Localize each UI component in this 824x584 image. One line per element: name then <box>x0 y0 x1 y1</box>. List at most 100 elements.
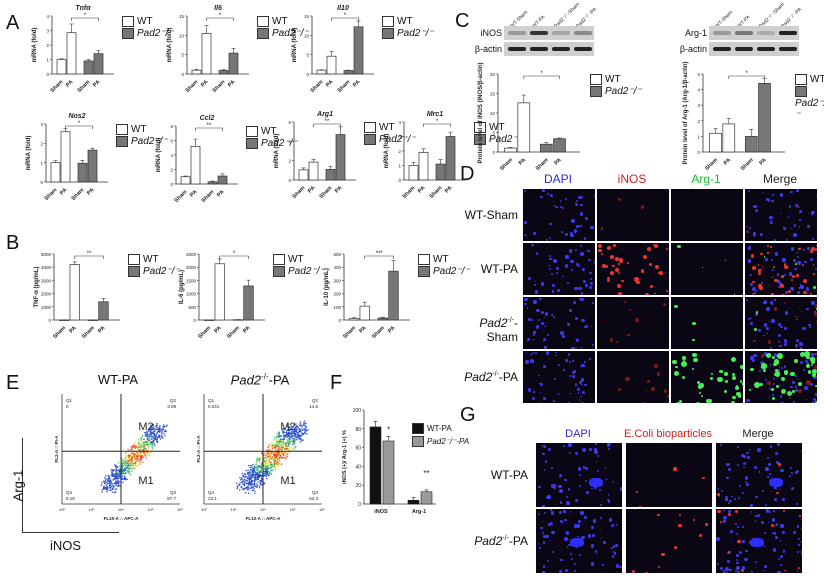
qpcr-chart-arg1: Arg1 0 2 4 6 mRNA (fold) Sham PA Sham PA ** <box>270 108 362 205</box>
svg-text:9.18: 9.18 <box>66 496 75 501</box>
ko-swatch <box>246 138 258 150</box>
legend-ko: Pad2⁻/⁻ <box>397 28 434 40</box>
svg-text:2000: 2000 <box>186 265 197 270</box>
svg-text:2: 2 <box>288 159 291 164</box>
svg-text:PA: PA <box>213 325 222 334</box>
flow-plot-title: WT-PA <box>97 372 139 387</box>
legend: WT Pad2⁻/⁻ <box>382 16 434 40</box>
percentage-bar-chart: 0 20 40 60 80 100 iNOS (+)/ Arg-1 (+) % iNOS * Ar… <box>336 406 466 521</box>
svg-text:Q4: Q4 <box>208 490 215 495</box>
svg-text:FL10-A :: APC-A: FL10-A :: APC-A <box>104 516 139 521</box>
wt-swatch <box>128 254 140 265</box>
qpcr-chart-tnfα: Tnfα 0 1 2 3 4 mRNA (fold) Sham PA Sham PA * <box>28 2 120 99</box>
svg-text:Il10: Il10 <box>337 5 349 12</box>
legend-ko: Pad2⁻/⁻ <box>489 134 526 146</box>
svg-text:6: 6 <box>170 139 173 144</box>
wt-swatch <box>122 16 134 27</box>
if-image-tile <box>744 296 818 350</box>
legend-wt: WT <box>433 254 449 266</box>
blot-strip <box>709 42 799 56</box>
legend-ko: Pad2⁻/⁻ <box>137 28 174 40</box>
svg-text:Ccl2: Ccl2 <box>200 115 215 122</box>
svg-text:Sham: Sham <box>174 189 189 204</box>
svg-text:PA: PA <box>59 187 68 196</box>
svg-text:PA: PA <box>444 185 453 194</box>
svg-text:2: 2 <box>40 141 43 146</box>
svg-text:Sham: Sham <box>50 79 65 94</box>
svg-text:PA: PA <box>325 79 334 88</box>
panel-letter-b: B <box>6 232 20 254</box>
legend-wt: WT <box>143 254 159 266</box>
ko-swatch <box>273 266 285 278</box>
ko-swatch <box>122 28 134 40</box>
legend-wt: WT <box>397 16 413 28</box>
svg-text:*: * <box>436 119 439 125</box>
svg-text:IL-10 (pg/mL): IL-10 (pg/mL) <box>324 268 330 306</box>
svg-text:0: 0 <box>40 180 43 185</box>
wt-swatch <box>418 254 430 265</box>
svg-text:62.3: 62.3 <box>309 496 318 501</box>
svg-text:FL10-A :: APC-A: FL10-A :: APC-A <box>246 516 281 521</box>
blot-lane-labels: WT-Sham WT-PA Pad2⁻/⁻-Sham Pad2⁻/⁻-PA <box>707 2 824 37</box>
if-image-tile <box>670 296 744 350</box>
if-column-label: Merge <box>762 172 797 186</box>
svg-text:*: * <box>344 13 347 19</box>
svg-text:*: * <box>78 121 81 127</box>
legend-wt: WT <box>810 74 824 86</box>
svg-text:Q4: Q4 <box>66 490 73 495</box>
svg-text:Il6: Il6 <box>214 5 222 12</box>
svg-text:10²: 10² <box>59 507 65 512</box>
svg-text:*: * <box>540 71 543 77</box>
svg-text:Sham: Sham <box>197 325 212 340</box>
legend-wt: WT <box>272 16 288 28</box>
svg-text:10: 10 <box>304 33 310 38</box>
phago-image-tile <box>625 508 713 574</box>
svg-text:0: 0 <box>181 72 184 77</box>
svg-text:0: 0 <box>193 318 196 323</box>
svg-text:M2: M2 <box>138 421 153 433</box>
legend: WT-PA Pad2⁻/⁻-PA <box>412 422 469 448</box>
svg-text:PA: PA <box>227 79 236 88</box>
legend: WT Pad2⁻/⁻ <box>590 74 642 98</box>
svg-text:1: 1 <box>46 58 49 63</box>
svg-text:0: 0 <box>492 150 495 155</box>
svg-text:0: 0 <box>697 150 700 155</box>
legend: WT Pad2⁻/⁻ <box>418 254 470 278</box>
protein-chart-0: 0 5 10 15 20 Protein level of iNOS (iNOS/β-ac… <box>474 60 586 177</box>
svg-text:0: 0 <box>48 318 51 323</box>
svg-text:PA: PA <box>334 185 343 194</box>
blot-target-label: iNOS <box>480 28 502 38</box>
svg-text:PA: PA <box>68 325 77 334</box>
blot-loading-label: β-actin <box>474 44 502 54</box>
svg-text:15: 15 <box>490 92 496 97</box>
svg-text:500: 500 <box>188 305 196 310</box>
svg-text:Q3: Q3 <box>312 490 319 495</box>
if-image-tile <box>670 242 744 296</box>
svg-text:Arg1: Arg1 <box>316 111 333 118</box>
svg-text:0: 0 <box>66 404 69 409</box>
legend-wt: WT <box>489 122 505 134</box>
wt-swatch <box>795 74 807 85</box>
legend: WT Pad2⁻/⁻ <box>122 16 174 40</box>
legend: WT Pad2⁻/⁻ <box>364 122 416 146</box>
if-image-tile <box>596 188 670 242</box>
svg-text:*: * <box>387 425 390 434</box>
legend-wt: WT <box>137 16 153 28</box>
ko-swatch <box>364 134 376 146</box>
svg-text:PA: PA <box>759 157 768 166</box>
svg-text:1000: 1000 <box>186 292 197 297</box>
svg-text:Sham: Sham <box>429 185 444 200</box>
panel-letter-e: E <box>6 372 20 394</box>
svg-text:3.09: 3.09 <box>167 404 176 409</box>
svg-text:Sham: Sham <box>535 157 550 172</box>
if-row-label: Pad2-/--PA <box>464 370 518 384</box>
svg-text:200: 200 <box>333 292 341 297</box>
svg-text:4: 4 <box>697 88 700 93</box>
flow-axis-key <box>22 438 119 533</box>
legend-wt: WT <box>605 74 621 86</box>
svg-text:0: 0 <box>358 502 361 508</box>
svg-text:Q1: Q1 <box>66 398 73 403</box>
legend-ko: Pad2⁻/⁻ <box>143 266 180 278</box>
svg-text:0.041: 0.041 <box>208 404 220 409</box>
svg-text:100: 100 <box>353 408 362 414</box>
